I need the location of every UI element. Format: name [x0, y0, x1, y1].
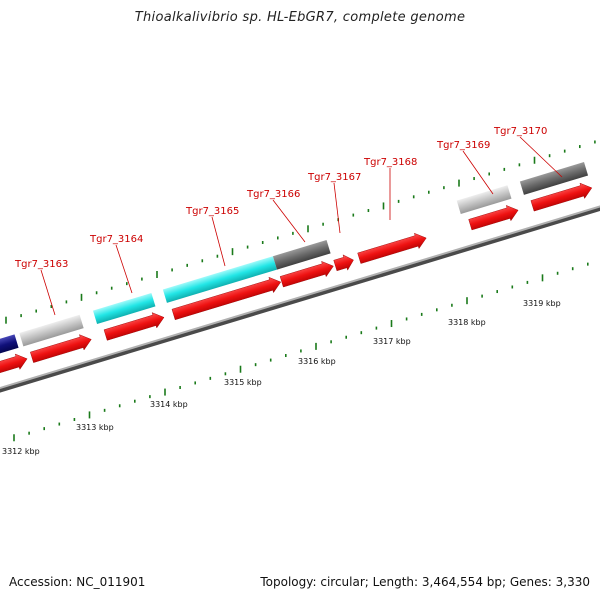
cog-light-block [19, 314, 84, 347]
label-leader-line [519, 136, 563, 178]
kbp-label: 3313 kbp [76, 423, 114, 432]
gene-label: Tgr7_3170 [493, 126, 547, 137]
cog-cyan-block [93, 292, 156, 325]
gene-label: Tgr7_3166 [246, 189, 300, 200]
label-leader-line [211, 216, 226, 267]
cog-cyan-block [162, 256, 277, 303]
label-leader-line [333, 182, 341, 234]
label-leader-line [462, 150, 494, 195]
cds-arrow [468, 205, 519, 231]
cog-dark-block [272, 239, 331, 270]
gene-label: Tgr7_3167 [307, 172, 361, 183]
backbone-line-dark [0, 205, 600, 393]
kbp-label: 3312 kbp [2, 447, 40, 456]
kbp-label: 3316 kbp [298, 357, 336, 366]
kbp-scale-labels: 3312 kbp 3313 kbp 3314 kbp 3315 kbp 3316 kbp… [2, 299, 561, 456]
gene-label: Tgr7_3163 [14, 259, 68, 270]
kbp-label: 3314 kbp [150, 400, 188, 409]
label-leader-lines [40, 136, 563, 316]
cds-arrow [0, 353, 28, 378]
cog-dark-block [519, 162, 589, 195]
kbp-label: 3315 kbp [224, 378, 262, 387]
gene-label-group: Tgr7_3163 Tgr7_3164 Tgr7_3165 Tgr7_3166 Tgr7… [14, 126, 547, 270]
cds-arrow [30, 334, 92, 363]
cds-arrow [103, 312, 165, 341]
kbp-label: 3317 kbp [373, 337, 411, 346]
map-title: Thioalkalivibrio sp. HL-EbGR7, complete … [134, 10, 466, 25]
kbp-label: 3318 kbp [448, 318, 486, 327]
cds-arrow [333, 254, 354, 272]
genome-backbone [0, 205, 600, 393]
cog-navy-block [0, 334, 19, 360]
gene-label: Tgr7_3165 [185, 206, 239, 217]
cds-arrow [530, 182, 593, 212]
cds-feature-track [0, 182, 593, 378]
label-leader-line [115, 244, 133, 294]
accession-text: Accession: NC_011901 [9, 575, 146, 589]
backbone-line-light [0, 205, 600, 390]
cog-feature-track [0, 162, 589, 360]
label-leader-line [40, 269, 56, 316]
cog-light-block [456, 185, 512, 214]
cds-arrow [357, 232, 427, 264]
kbp-label: 3319 kbp [523, 299, 561, 308]
lower-tick-track [13, 262, 589, 442]
cds-arrow [279, 260, 334, 288]
genome-summary-text: Topology: circular; Length: 3,464,554 bp… [260, 575, 590, 589]
gene-label: Tgr7_3164 [89, 234, 143, 245]
label-leader-line [272, 199, 306, 243]
cds-arrow [171, 276, 282, 320]
gene-label: Tgr7_3168 [363, 157, 417, 168]
gene-label: Tgr7_3169 [436, 140, 490, 151]
